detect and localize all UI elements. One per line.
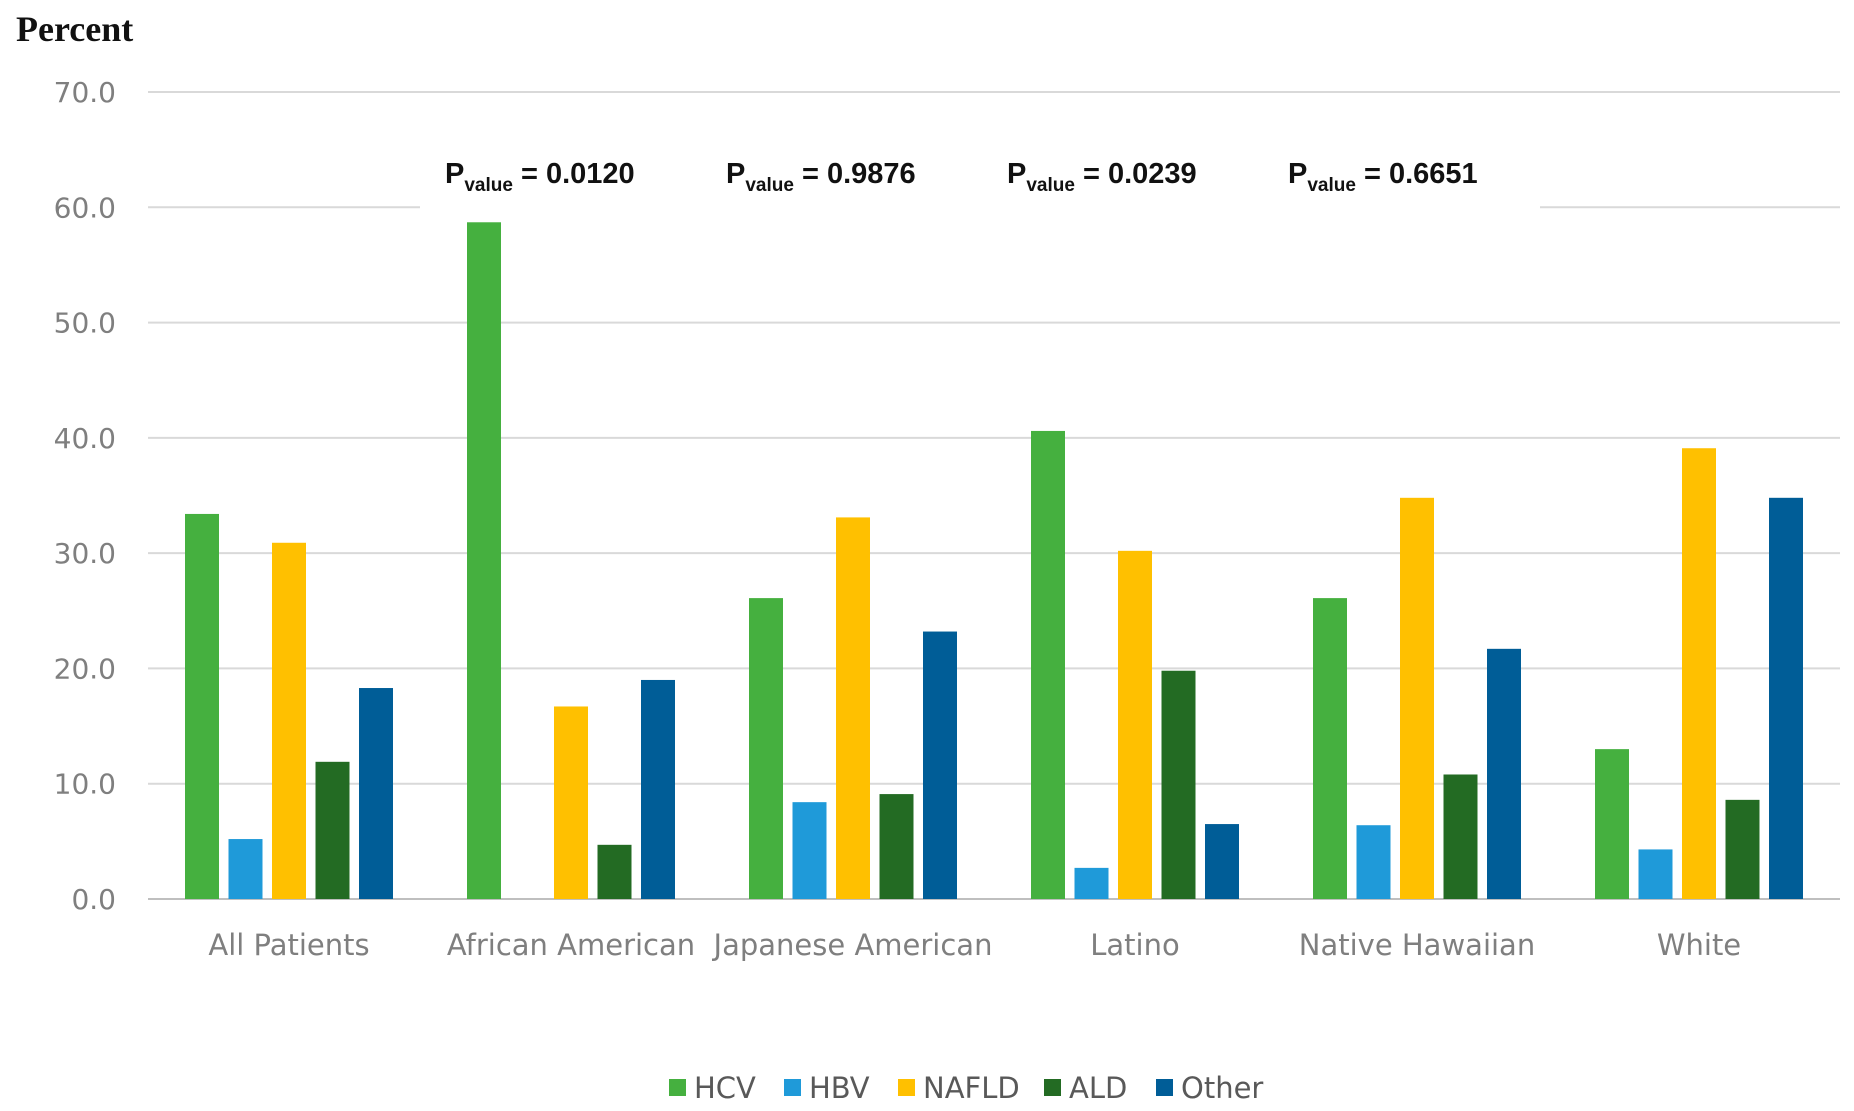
legend-label-nafld: NAFLD [923,1071,1020,1105]
bar-hcv-all-patients [185,513,219,899]
bar-other-japanese-american [923,631,957,899]
p-value-annotation: Pvalue = 0.0120 [445,158,635,196]
bar-other-white [1769,497,1803,899]
legend-swatch-nafld [898,1079,915,1096]
y-axis-title: Percent [16,9,134,49]
legend: HCV HBV NAFLD ALD Other [669,1071,1263,1105]
bar-ald-latino [1161,670,1196,899]
x-category-label: Latino [1090,928,1179,962]
x-category-label: White [1657,928,1741,962]
legend-label-other: Other [1181,1071,1263,1105]
p-value-annotation: Pvalue = 0.6651 [1288,158,1478,196]
y-tick-label: 60.0 [54,191,116,224]
x-category-label: Japanese American [712,928,993,962]
bar-ald-all-patients [315,761,350,899]
bar-ald-japanese-american [879,794,914,899]
y-axis-ticks: 0.0 10.0 20.0 30.0 40.0 50.0 60.0 70.0 [54,76,116,916]
bar-ald-white [1725,799,1760,899]
legend-label-ald: ALD [1069,1071,1127,1105]
legend-swatch-other [1156,1079,1173,1096]
bar-hbv-japanese-american [792,802,827,899]
x-axis-categories: All Patients African American Japanese Ame… [208,928,1741,962]
legend-swatch-hbv [784,1079,801,1096]
bar-other-native-hawaiian [1487,648,1521,899]
bar-hcv-white [1595,749,1629,899]
bar-nafld-all-patients [272,542,306,899]
y-tick-label: 10.0 [54,768,116,801]
bar-ald-native-hawaiian [1443,774,1478,899]
p-value-annotation: Pvalue = 0.0239 [1007,158,1197,196]
bar-hcv-latino [1031,430,1065,899]
x-category-label: All Patients [208,928,369,962]
bars [185,222,1803,900]
legend-label-hcv: HCV [694,1071,756,1105]
p-value-annotation: Pvalue = 0.9876 [726,158,916,196]
p-value-annotations: Pvalue = 0.0120 Pvalue = 0.9876 Pvalue = 0… [420,140,1540,212]
bar-hbv-latino [1074,867,1109,899]
bar-hcv-native-hawaiian [1313,598,1347,899]
bar-other-african-american [641,679,675,899]
x-category-label: African American [447,928,695,962]
bar-other-latino [1205,824,1239,899]
x-category-label: Native Hawaiian [1299,928,1535,962]
bar-hbv-native-hawaiian [1356,825,1391,899]
y-tick-label: 20.0 [54,652,116,685]
bar-hcv-african-american [467,222,501,900]
bar-hcv-japanese-american [749,598,783,899]
bar-nafld-native-hawaiian [1400,497,1434,899]
gridlines [148,91,1840,900]
y-tick-label: 70.0 [54,76,116,109]
bar-other-all-patients [359,688,393,899]
y-tick-label: 30.0 [54,537,116,570]
bar-nafld-japanese-american [836,517,870,899]
bar-nafld-white [1682,448,1716,899]
bar-hbv-all-patients [228,839,263,899]
legend-swatch-hcv [669,1079,686,1096]
bar-nafld-latino [1118,550,1152,899]
y-tick-label: 0.0 [71,883,116,916]
legend-swatch-ald [1044,1079,1061,1096]
bar-hbv-white [1638,849,1673,899]
bar-nafld-african-american [554,706,588,899]
bar-ald-african-american [597,844,632,899]
annotation-backing [420,140,1540,212]
y-tick-label: 50.0 [54,307,116,340]
legend-label-hbv: HBV [809,1071,870,1105]
y-tick-label: 40.0 [54,422,116,455]
